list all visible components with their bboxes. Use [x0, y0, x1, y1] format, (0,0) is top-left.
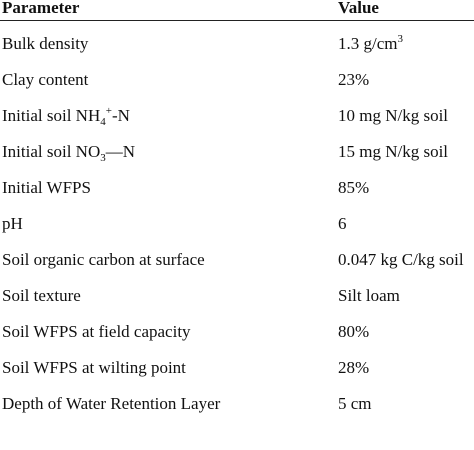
- param-cell: Soil WFPS at field capacity: [2, 322, 191, 341]
- value-cell: Silt loam: [338, 286, 400, 305]
- table-row-clay-content: Clay content 23%: [0, 64, 474, 100]
- param-cell: Initial soil NO3—N: [2, 142, 135, 164]
- param-cell: pH: [2, 214, 23, 233]
- param-cell: Initial soil NH4+-N: [2, 105, 130, 128]
- table-row-soil-organic-carbon: Soil organic carbon at surface 0.047 kg …: [0, 244, 474, 280]
- table-row-initial-wfps: Initial WFPS 85%: [0, 172, 474, 208]
- table-row-bulk-density: Bulk density 1.3 g/cm3: [0, 28, 474, 64]
- param-cell: Soil texture: [2, 286, 81, 305]
- value-text: 1.3 g/cm: [338, 34, 398, 53]
- table-row-initial-nh4: Initial soil NH4+-N 10 mg N/kg soil: [0, 100, 474, 136]
- param-superscript: +: [105, 105, 112, 117]
- param-text: Initial soil NH: [2, 106, 101, 125]
- param-cell: Depth of Water Retention Layer: [2, 394, 221, 413]
- param-subscript: 3: [100, 152, 106, 164]
- table-header: Parameter Value: [0, 0, 474, 21]
- value-cell: 15 mg N/kg soil: [338, 142, 449, 161]
- value-cell: 23%: [338, 70, 370, 89]
- param-cell: Soil WFPS at wilting point: [2, 358, 186, 377]
- header-rule: [0, 20, 474, 21]
- value-cell: 0.047 kg C/kg soil: [338, 250, 464, 269]
- value-cell: 80%: [338, 322, 370, 341]
- value-cell: 1.3 g/cm3: [338, 34, 403, 54]
- value-cell: 5 cm: [338, 394, 372, 413]
- header-parameter: Parameter: [2, 0, 80, 17]
- param-subscript: 4: [100, 116, 106, 128]
- param-cell: Soil organic carbon at surface: [2, 250, 205, 269]
- header-value: Value: [338, 0, 379, 17]
- value-superscript: 3: [397, 33, 404, 45]
- table-row-initial-no3: Initial soil NO3—N 15 mg N/kg soil: [0, 136, 474, 172]
- param-tail: —N: [105, 142, 135, 161]
- table-row-water-retention-depth: Depth of Water Retention Layer 5 cm: [0, 388, 474, 424]
- value-cell: 85%: [338, 178, 370, 197]
- param-cell: Bulk density: [2, 34, 89, 53]
- param-text: Initial soil NO: [2, 142, 101, 161]
- param-cell: Clay content: [2, 70, 89, 89]
- value-cell: 6: [338, 214, 347, 233]
- table-row-wfps-wilting-point: Soil WFPS at wilting point 28%: [0, 352, 474, 388]
- param-cell: Initial WFPS: [2, 178, 91, 197]
- table-row-soil-texture: Soil texture Silt loam: [0, 280, 474, 316]
- table-row-wfps-field-capacity: Soil WFPS at field capacity 80%: [0, 316, 474, 352]
- param-tail: -N: [111, 106, 130, 125]
- value-cell: 10 mg N/kg soil: [338, 106, 449, 125]
- value-cell: 28%: [338, 358, 370, 377]
- table-row-ph: pH 6: [0, 208, 474, 244]
